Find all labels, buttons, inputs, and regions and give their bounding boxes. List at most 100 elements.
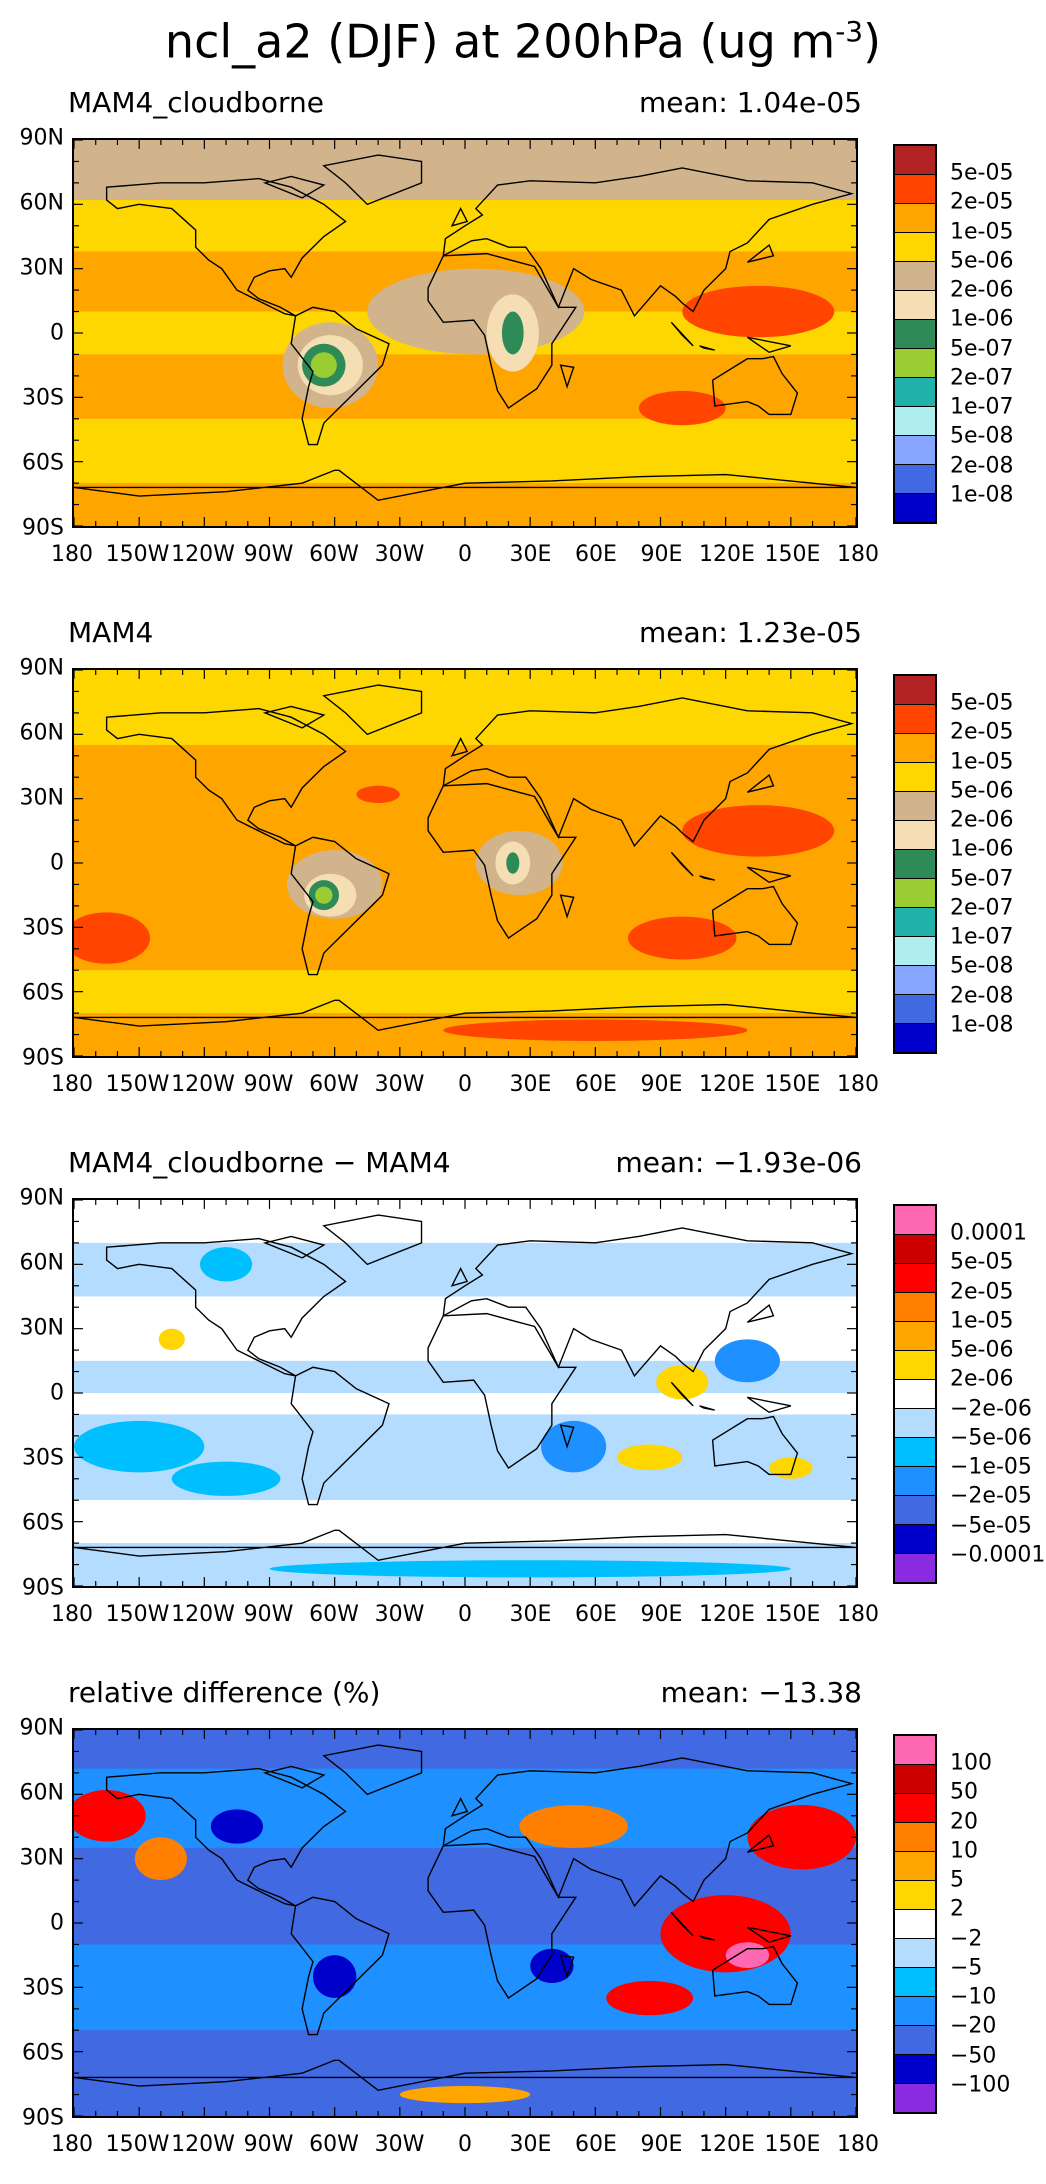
field-contour (606, 1980, 694, 2016)
lon-tick-label: 150W (105, 1602, 170, 1627)
colorbar-swatch (895, 937, 935, 966)
colorbar-label: 1e-08 (950, 482, 1014, 508)
lon-tick-label: 120E (699, 1602, 755, 1627)
coastline (322, 1214, 423, 1266)
lon-tick-label: 120E (699, 1072, 755, 1097)
colorbar-label: 2e-06 (950, 1366, 1014, 1392)
field-contour (769, 1457, 813, 1479)
colorbar-swatch (895, 792, 935, 821)
coastline (105, 707, 347, 847)
field-contour (199, 1247, 253, 1282)
coastline (74, 469, 856, 502)
coastline (746, 866, 792, 884)
coastline (442, 1757, 855, 1908)
lon-tick-label: 30E (509, 1602, 552, 1627)
colorbar-label: −2 (950, 1926, 983, 1952)
field-contour (158, 1328, 185, 1351)
coastline (322, 684, 423, 736)
colorbar-swatch (895, 1467, 935, 1496)
lon-tick-label: 60W (309, 2132, 359, 2157)
colorbar-label: 5e-06 (950, 1337, 1014, 1363)
coastline (746, 1926, 792, 1944)
colorbar-label: −50 (950, 2043, 997, 2069)
field-contour (638, 390, 726, 426)
lat-tick-label: 90S (22, 1575, 64, 1601)
colorbar-swatch (895, 995, 935, 1024)
colorbar-swatch (895, 2055, 935, 2084)
colorbar-label: 1e-05 (950, 219, 1014, 245)
lat-tick-label: 60N (19, 190, 64, 216)
colorbar-label: 2e-08 (950, 453, 1014, 479)
lon-tick-label: 90E (640, 1602, 683, 1627)
lon-tick-label: 0 (458, 2132, 472, 2157)
colorbar-label: 1e-08 (950, 1012, 1014, 1038)
lat-tick-label: 30N (19, 255, 64, 281)
colorbar-swatch (895, 734, 935, 763)
lon-tick-label: 180 (837, 1602, 879, 1627)
coastline (746, 1833, 775, 1853)
colorbar-label: −1e-05 (950, 1454, 1032, 1480)
lon-tick-label: 60E (575, 1072, 617, 1097)
colorbar-swatch (895, 175, 935, 204)
coastline (427, 1312, 578, 1469)
lon-tick-label: 30W (374, 1602, 425, 1627)
coastline (290, 1896, 390, 2036)
coastline (746, 1396, 792, 1414)
lon-tick-label: 30E (509, 2132, 552, 2157)
map-plot-area (72, 138, 858, 528)
colorbar-swatch (895, 494, 935, 522)
lon-tick-label: 180 (837, 542, 879, 567)
figure-title: ncl_a2 (DJF) at 200hPa (ug m-3) (164, 14, 882, 69)
field-band (74, 1500, 856, 1544)
map-panel-cloudborne: MAM4_cloudborne mean: 1.04e-05 90N 60N 30N 0 3… (0, 64, 1046, 594)
colorbar-swatch (895, 1910, 935, 1939)
field-contour (134, 1837, 187, 1881)
coastline (670, 321, 694, 347)
lon-tick-label: 180 (837, 1072, 879, 1097)
field-band (74, 140, 856, 201)
colorbar-swatch (895, 763, 935, 792)
lon-tick-label: 90W (243, 542, 294, 567)
lat-tick-label: 90S (22, 2105, 64, 2131)
lon-tick-label: 60E (575, 542, 617, 567)
lon-tick-label: 90W (243, 1602, 294, 1627)
coastline (290, 306, 390, 446)
lat-tick-label: 0 (50, 850, 64, 876)
coastline (670, 851, 694, 877)
colorbar-label: 1e-05 (950, 749, 1014, 775)
lon-tick-label: 0 (458, 1602, 472, 1627)
coastline (290, 1366, 390, 1506)
field-contour (74, 1420, 205, 1473)
field-contour (310, 352, 337, 379)
lon-tick-label: 120E (699, 2132, 755, 2157)
lon-tick-label: 120W (171, 2132, 235, 2157)
coastline (262, 1235, 326, 1259)
colorbar-swatch (895, 233, 935, 262)
panel-label: MAM4 (68, 616, 154, 649)
field-contour (269, 1560, 791, 1578)
coastline (559, 1954, 575, 1979)
lon-tick-label: 60W (309, 1602, 359, 1627)
coastline (450, 1267, 469, 1287)
colorbar-label: 2e-07 (950, 365, 1014, 391)
lat-tick-label: 30N (19, 1315, 64, 1341)
colorbar-swatch (895, 1736, 935, 1765)
colorbar-swatch (895, 407, 935, 436)
lon-tick-label: 150E (764, 1602, 821, 1627)
lon-tick-label: 120W (171, 1072, 235, 1097)
colorbar-label: 2e-05 (950, 1279, 1014, 1305)
lon-tick-label: 180 (837, 2132, 879, 2157)
colorbar-swatch (895, 1881, 935, 1910)
colorbar-label: −5e-05 (950, 1513, 1032, 1539)
coastline (670, 1911, 694, 1937)
colorbar-swatch (895, 2026, 935, 2055)
colorbar-swatch (895, 705, 935, 734)
lon-tick-label: 120W (171, 1602, 235, 1627)
colorbar-label: 1e-06 (950, 836, 1014, 862)
colorbar-swatch (895, 1264, 935, 1293)
colorbar-label: 1e-05 (950, 1308, 1014, 1334)
field-contour (656, 1365, 709, 1400)
lat-tick-label: 60N (19, 1780, 64, 1806)
coastline (746, 773, 775, 793)
map-panel-relative-difference: relative difference (%) mean: −13.38 90N 60… (0, 1654, 1046, 2184)
